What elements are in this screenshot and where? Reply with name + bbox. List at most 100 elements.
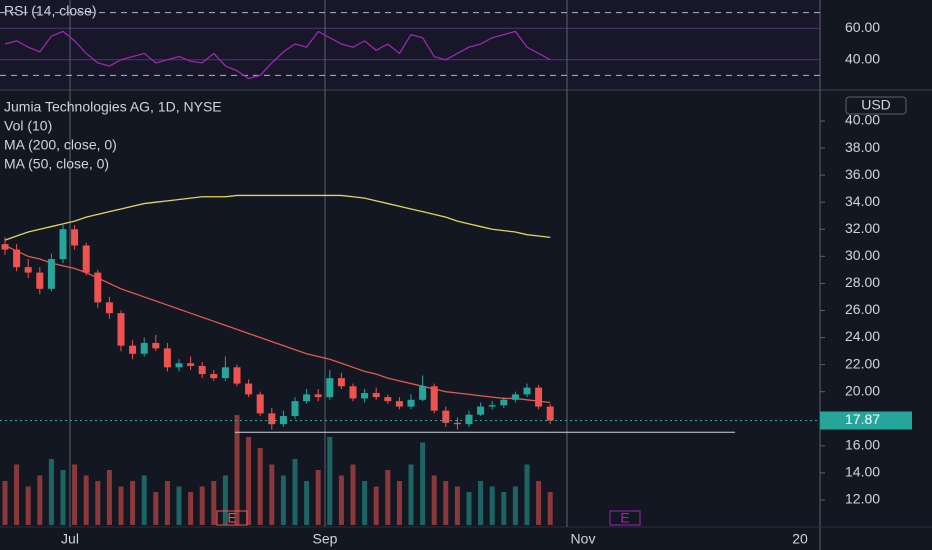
candle-body	[59, 229, 67, 260]
volume-bar	[95, 481, 101, 525]
volume-bar	[257, 448, 263, 525]
y-tick-label: 40.00	[845, 50, 880, 66]
rsi-panel	[0, 0, 820, 90]
volume-bar	[373, 486, 379, 525]
volume-bar	[222, 475, 228, 525]
y-tick-label: 60.00	[845, 19, 880, 35]
candle-body	[105, 302, 113, 314]
earnings-marker[interactable]	[216, 510, 248, 526]
volume-bar	[37, 475, 43, 525]
volume-bar	[350, 464, 356, 525]
y-tick-label: 36.00	[845, 166, 880, 182]
line-series	[4, 30, 551, 80]
y-tick-label: 32.00	[845, 220, 880, 236]
candle-body	[511, 394, 519, 400]
line-series	[4, 194, 551, 241]
candle-body	[291, 401, 299, 417]
y-tick-label: 12.00	[845, 491, 880, 507]
last-price-tag	[820, 411, 912, 430]
volume-bar	[246, 437, 252, 525]
legend-entry: MA (200, close, 0)	[4, 137, 117, 153]
candle-body	[256, 394, 264, 414]
volume-bar	[188, 492, 194, 525]
candle-body	[337, 378, 345, 387]
y-tick-label: 30.00	[845, 247, 880, 263]
candle-body	[71, 229, 79, 246]
volume-bar	[153, 492, 159, 525]
volume-bar	[25, 486, 31, 525]
candle-body	[349, 386, 357, 399]
candle-body	[36, 272, 44, 289]
y-tick-label: 14.00	[845, 464, 880, 480]
earnings-label: E	[227, 510, 236, 526]
volume-bar	[327, 437, 333, 525]
candle-body	[523, 387, 531, 395]
volume-bar	[292, 459, 298, 525]
currency-box[interactable]	[845, 96, 907, 115]
candle-body	[198, 365, 206, 375]
candle-body	[488, 405, 496, 407]
volume-bar	[83, 475, 89, 525]
candle-body	[477, 406, 485, 415]
candle-body	[279, 416, 287, 425]
candle-body	[314, 394, 322, 398]
y-tick-label: 22.00	[845, 355, 880, 371]
candle-body	[140, 342, 148, 354]
candle-body	[395, 401, 403, 407]
volume-bar	[130, 481, 136, 525]
x-tick-label: Nov	[571, 531, 596, 547]
x-tick-label: Sep	[313, 531, 338, 547]
y-tick-label: 24.00	[845, 328, 880, 344]
last-price-label: 17.87	[845, 411, 880, 427]
volume-bar	[489, 486, 495, 525]
candle-body	[453, 422, 461, 425]
y-tick-label: 20.00	[845, 382, 880, 398]
y-tick-label: 16.00	[845, 437, 880, 453]
candle-body	[175, 363, 183, 368]
rsi-title: RSI (14, close)	[4, 3, 97, 19]
earnings-marker[interactable]	[609, 510, 641, 526]
candle-body	[163, 348, 171, 368]
candle-body	[24, 267, 32, 273]
volume-bar	[524, 464, 530, 525]
candle-body	[82, 245, 90, 273]
candle-body	[546, 406, 554, 421]
volume-bar	[164, 481, 170, 525]
volume-bar	[280, 475, 286, 525]
volume-bar	[48, 459, 54, 525]
volume-bar	[338, 475, 344, 525]
y-tick-label: 34.00	[845, 193, 880, 209]
candle-body	[13, 249, 21, 268]
candle-body	[1, 244, 9, 250]
volume-bar	[269, 464, 275, 525]
volume-bar	[72, 464, 78, 525]
volume-bar	[14, 464, 20, 525]
candle-body	[419, 386, 427, 400]
volume-bar	[362, 481, 368, 525]
currency: USD	[861, 97, 891, 113]
volume-bar	[199, 486, 205, 525]
volume-bar	[141, 475, 147, 525]
candle-body	[361, 393, 369, 399]
legend-entry: MA (50, close, 0)	[4, 156, 109, 172]
candle-body	[187, 363, 195, 366]
candle-body	[210, 374, 218, 379]
volume-bar	[106, 470, 112, 525]
candle-body	[221, 367, 229, 379]
candle-body	[152, 342, 160, 349]
x-tick-label: 20	[792, 531, 808, 547]
candle-body	[372, 393, 380, 398]
volume-bar	[396, 481, 402, 525]
candle-body	[245, 383, 253, 395]
volume-bar	[118, 486, 124, 525]
x-tick-label: Jul	[61, 531, 79, 547]
candle-body	[129, 345, 137, 354]
volume-bar	[431, 475, 437, 525]
volume-bar	[60, 470, 66, 525]
candle-body	[117, 313, 125, 346]
y-tick-label: 28.00	[845, 274, 880, 290]
volume-bar	[512, 486, 518, 525]
volume-bar	[211, 481, 217, 525]
